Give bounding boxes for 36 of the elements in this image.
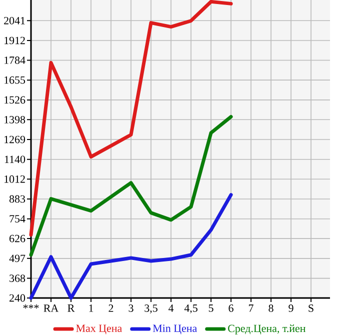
line-series (29, 0, 233, 237)
x-tick-label: 4 (168, 304, 174, 312)
y-tick-label: 2041 (4, 16, 25, 24)
y-tick-label: 883 (9, 195, 26, 203)
x-tick-label: 2 (108, 304, 114, 312)
legend-label: Сред.Цена, т.йен (228, 324, 306, 334)
legend-label: Min Цена (152, 324, 197, 334)
y-tick-label: 1784 (4, 56, 26, 64)
x-tick-label: 9 (288, 304, 294, 312)
line-series (29, 193, 233, 300)
x-tick-label: 3 (128, 304, 134, 312)
legend-label: Max Цена (76, 324, 122, 334)
x-tick-label: 7 (248, 304, 254, 312)
x-tick-label: 4,5 (184, 304, 198, 314)
y-tick-label: 626 (10, 234, 26, 242)
y-tick-label: 240 (10, 294, 26, 302)
y-tick-label: 1012 (4, 175, 25, 183)
y-tick-label: 1269 (4, 136, 26, 144)
y-tick-label: 1655 (4, 76, 26, 84)
x-tick-label: 5 (208, 304, 214, 312)
x-tick-label: 1 (89, 304, 94, 312)
y-tick-label: 1398 (4, 116, 26, 124)
x-tick-label: RA (44, 304, 59, 312)
y-tick-label: 754 (10, 215, 26, 223)
x-tick-label: S (308, 304, 314, 312)
x-tick-label: *** (23, 304, 39, 309)
x-tick-label: R (68, 304, 75, 312)
x-tick-label: 3,5 (144, 304, 158, 314)
x-tick-label: 8 (268, 304, 274, 312)
x-tick-label: 6 (228, 304, 234, 312)
line-series (29, 114, 233, 257)
y-tick-label: 368 (10, 274, 26, 282)
y-tick-label: 1526 (4, 96, 26, 104)
y-tick-label: 1912 (4, 36, 25, 44)
y-tick-label: 497 (9, 254, 26, 262)
y-tick-label: 1140 (4, 156, 26, 164)
